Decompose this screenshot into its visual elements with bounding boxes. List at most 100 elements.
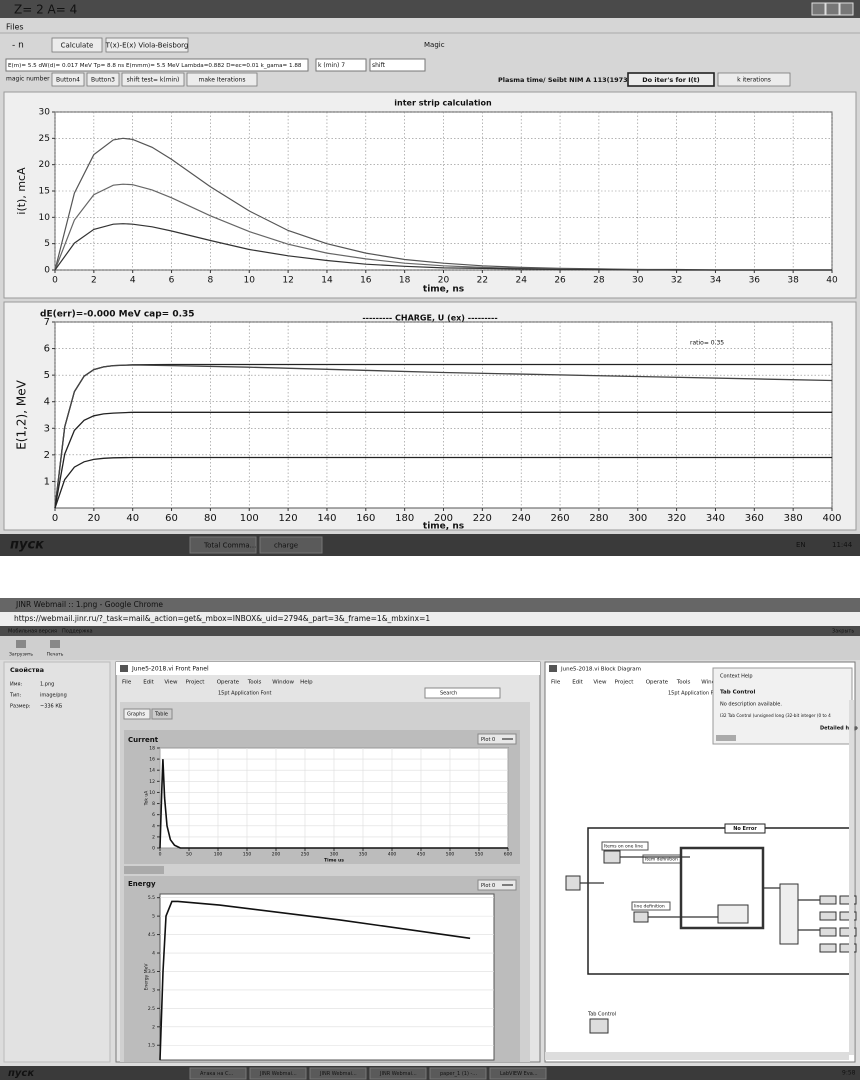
taskbar-item-label[interactable]: Атака на С...	[200, 1071, 234, 1077]
x-tick-label: 36	[749, 276, 761, 286]
x-tick-label: 220	[473, 513, 492, 524]
legend	[477, 879, 517, 891]
y-tick-label: 4	[152, 951, 155, 957]
window-button	[811, 2, 826, 16]
legend-label: Plot 0	[481, 883, 495, 889]
menu-item[interactable]: View	[164, 680, 178, 686]
url[interactable]: https://webmail.jinr.ru/?_task=mail&_act…	[14, 614, 430, 623]
x-tick-label: 450	[417, 852, 426, 858]
menu-item[interactable]: View	[593, 680, 607, 686]
input-text: shift	[372, 62, 386, 69]
case-label: No Error	[733, 826, 757, 832]
tool-label[interactable]: Печать	[47, 652, 64, 658]
menu-item[interactable]: Tools	[247, 680, 262, 686]
button-label[interactable]: T(x)-E(x) Viola-Beisborg	[105, 42, 189, 50]
menu-item[interactable]: Tools	[676, 680, 691, 686]
y-tick-label: 6	[152, 812, 155, 818]
taskbar	[0, 534, 860, 556]
button	[51, 72, 85, 87]
x-tick-label: 500	[446, 852, 455, 858]
x-tick-label: 300	[628, 513, 647, 524]
annotation: ratio= 0.35	[690, 340, 724, 347]
node	[819, 911, 837, 921]
menu-item[interactable]: Edit	[143, 680, 154, 686]
node-label-box	[631, 901, 671, 911]
start-button[interactable]: пуск	[8, 1068, 34, 1079]
label: magic number	[6, 76, 50, 83]
button-label[interactable]: Do iter's for I(t)	[642, 76, 699, 84]
taskbar-item	[249, 1067, 307, 1080]
y-tick-label: 3	[44, 423, 50, 434]
button	[717, 72, 791, 87]
clock: 11:44	[832, 541, 853, 549]
taskbar-item-label[interactable]: JINR Webmai...	[259, 1071, 297, 1077]
node-label: line definition	[634, 904, 665, 910]
taskbar-item	[309, 1067, 367, 1080]
font-select[interactable]: 15pt Application Font	[218, 691, 272, 697]
button-label[interactable]: Button3	[91, 77, 115, 84]
x-axis-label: time, ns	[423, 285, 464, 295]
x-tick-label: 200	[272, 852, 281, 858]
y-tick-label: 2	[152, 1024, 155, 1030]
button-label[interactable]: make Iterations	[199, 77, 246, 84]
y-tick-label: 8	[152, 801, 155, 807]
tab-label[interactable]: Graphs	[127, 712, 145, 718]
x-tick-label: 160	[356, 513, 375, 524]
menu-item[interactable]: File	[122, 680, 132, 686]
button	[121, 72, 185, 87]
x-tick-label: 34	[710, 276, 722, 286]
close-link[interactable]: Закрыть	[832, 629, 854, 635]
x-tick-label: 14	[321, 276, 333, 286]
font-select[interactable]: 15pt Application Font	[668, 691, 722, 697]
menu-item[interactable]: Project	[186, 680, 206, 686]
data-line	[54, 223, 832, 271]
node-label-box	[601, 841, 649, 851]
menu-item[interactable]: File	[551, 680, 561, 686]
taskbar-item-label[interactable]: LabVIEW Eva...	[500, 1071, 538, 1077]
nav-link[interactable]: Мобильная версия	[8, 629, 57, 635]
tool-label[interactable]: Загрузить	[9, 652, 33, 658]
menu-item[interactable]: Window	[272, 680, 294, 686]
taskbar-item-label[interactable]: paper_1 (1) -...	[440, 1071, 477, 1077]
menu-item[interactable]: Operate	[217, 680, 240, 686]
y-tick-label: 20	[39, 160, 51, 170]
window-button	[825, 2, 840, 16]
button-label[interactable]: Calculate	[61, 42, 94, 50]
node	[839, 927, 857, 937]
data-line	[54, 456, 832, 509]
property-value: ~336 КБ	[40, 704, 63, 710]
menu-item[interactable]: Window	[701, 680, 723, 686]
menu-item[interactable]: Edit	[572, 680, 583, 686]
window-title: June5-2018.vi Front Panel	[131, 666, 209, 673]
input-text: k (min) 7	[318, 62, 345, 69]
taskbar-item	[259, 536, 323, 554]
button-label[interactable]: k iterations	[737, 77, 771, 84]
taskbar-item	[489, 1067, 547, 1080]
menu-item[interactable]: Operate	[646, 680, 669, 686]
start-button[interactable]: пуск	[10, 538, 45, 553]
node	[839, 911, 857, 921]
search-text[interactable]: Search	[440, 691, 457, 697]
taskbar-item-label[interactable]: charge	[274, 542, 298, 550]
legend	[477, 733, 517, 745]
y-tick-label: 14	[149, 768, 155, 774]
help-link[interactable]: Detailed help	[820, 726, 858, 732]
data-line	[159, 759, 508, 849]
button-label[interactable]: shift test= k(min)	[127, 77, 180, 84]
x-tick-label: 18	[399, 276, 411, 286]
x-tick-label: 0	[52, 276, 58, 286]
taskbar-item-label[interactable]: Total Comma...	[203, 542, 256, 550]
nav-link[interactable]: Поддержка	[62, 629, 93, 635]
menu-item[interactable]: Help	[300, 680, 313, 686]
x-tick-label: 32	[671, 276, 682, 286]
button-label[interactable]: Button4	[56, 77, 80, 84]
tab-label[interactable]: Table	[154, 712, 168, 718]
window-title: June5-2018.vi Block Diagram	[560, 667, 641, 673]
button	[105, 37, 189, 53]
node	[819, 927, 837, 937]
taskbar-item-label[interactable]: JINR Webmai...	[319, 1071, 357, 1077]
taskbar-item-label[interactable]: JINR Webmai...	[379, 1071, 417, 1077]
menu-item[interactable]: Project	[615, 680, 635, 686]
input	[315, 58, 367, 72]
